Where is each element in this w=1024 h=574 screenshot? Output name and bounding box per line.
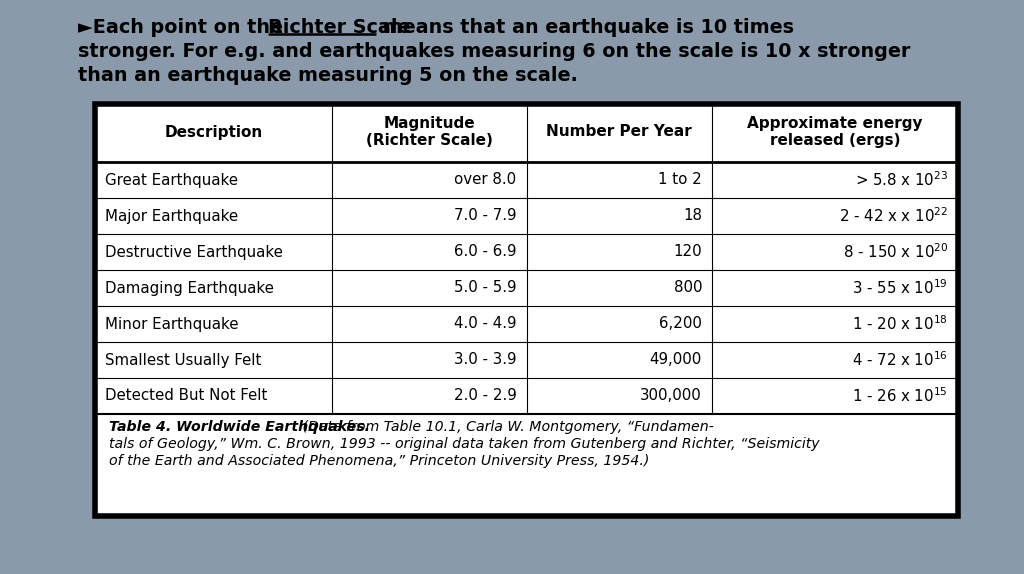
Text: Minor Earthquake: Minor Earthquake (105, 316, 239, 332)
Text: 800: 800 (674, 281, 702, 296)
Text: Damaging Earthquake: Damaging Earthquake (105, 281, 273, 296)
Text: 1 - 20 x 10$^{18}$: 1 - 20 x 10$^{18}$ (852, 315, 948, 333)
Text: Richter Scale: Richter Scale (268, 18, 411, 37)
Text: 6,200: 6,200 (659, 316, 702, 332)
Text: 1 to 2: 1 to 2 (658, 173, 702, 188)
Text: Smallest Usually Felt: Smallest Usually Felt (105, 352, 261, 367)
Text: 2 - 42 x x 10$^{22}$: 2 - 42 x x 10$^{22}$ (839, 207, 948, 226)
Text: 1 - 26 x 10$^{15}$: 1 - 26 x 10$^{15}$ (852, 387, 948, 405)
Text: Magnitude
(Richter Scale): Magnitude (Richter Scale) (366, 116, 493, 148)
Text: Description: Description (165, 125, 263, 139)
Text: ►Each point on the: ►Each point on the (78, 18, 290, 37)
Text: of the Earth and Associated Phenomena,” Princeton University Press, 1954.): of the Earth and Associated Phenomena,” … (109, 454, 649, 468)
Text: 8 - 150 x 10$^{20}$: 8 - 150 x 10$^{20}$ (843, 243, 948, 261)
Text: 18: 18 (683, 208, 702, 223)
Text: 3 - 55 x 10$^{19}$: 3 - 55 x 10$^{19}$ (852, 278, 948, 297)
Text: tals of Geology,” Wm. C. Brown, 1993 -- original data taken from Gutenberg and R: tals of Geology,” Wm. C. Brown, 1993 -- … (109, 437, 819, 451)
Text: than an earthquake measuring 5 on the scale.: than an earthquake measuring 5 on the sc… (78, 66, 578, 85)
Text: 2.0 - 2.9: 2.0 - 2.9 (454, 389, 516, 404)
Text: (Data from Table 10.1, Carla W. Montgomery, “Fundamen-: (Data from Table 10.1, Carla W. Montgome… (298, 420, 714, 434)
Text: > 5.8 x 10$^{23}$: > 5.8 x 10$^{23}$ (855, 170, 948, 189)
Text: 300,000: 300,000 (640, 389, 702, 404)
Text: Number Per Year: Number Per Year (547, 125, 692, 139)
Text: means that an earthquake is 10 times: means that an earthquake is 10 times (376, 18, 794, 37)
Text: 4.0 - 4.9: 4.0 - 4.9 (454, 316, 516, 332)
Text: Great Earthquake: Great Earthquake (105, 173, 238, 188)
Text: stronger. For e.g. and earthquakes measuring 6 on the scale is 10 x stronger: stronger. For e.g. and earthquakes measu… (78, 42, 910, 61)
Text: 6.0 - 6.9: 6.0 - 6.9 (454, 245, 516, 259)
Text: 3.0 - 3.9: 3.0 - 3.9 (454, 352, 516, 367)
Text: Detected But Not Felt: Detected But Not Felt (105, 389, 267, 404)
Text: 5.0 - 5.9: 5.0 - 5.9 (454, 281, 516, 296)
Text: Table 4. Worldwide Earthquakes.: Table 4. Worldwide Earthquakes. (109, 420, 370, 434)
Text: over 8.0: over 8.0 (455, 173, 516, 188)
Text: 4 - 72 x 10$^{16}$: 4 - 72 x 10$^{16}$ (852, 351, 948, 369)
Bar (95, 104, 958, 516)
Text: Destructive Earthquake: Destructive Earthquake (105, 245, 283, 259)
Text: Approximate energy
released (ergs): Approximate energy released (ergs) (748, 116, 923, 148)
Text: 7.0 - 7.9: 7.0 - 7.9 (454, 208, 516, 223)
Text: 120: 120 (674, 245, 702, 259)
Text: Major Earthquake: Major Earthquake (105, 208, 239, 223)
Text: 49,000: 49,000 (650, 352, 702, 367)
